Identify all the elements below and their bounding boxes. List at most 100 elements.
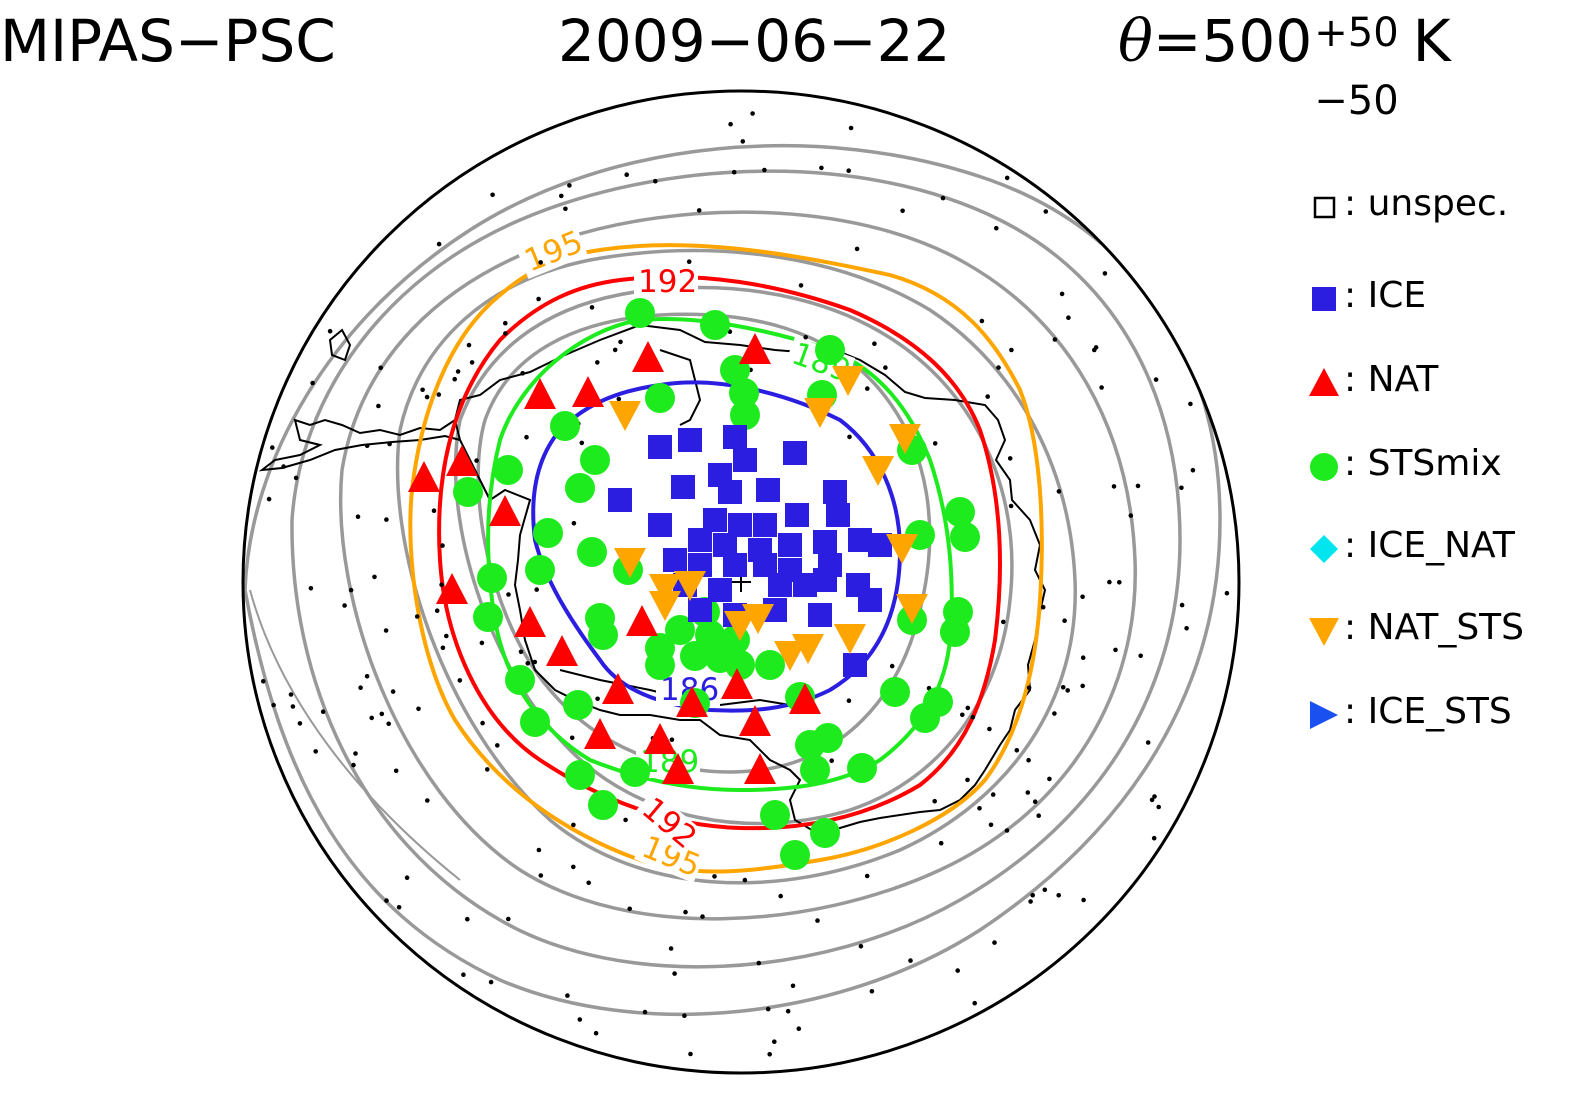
theta-minus-range: −50	[1314, 78, 1399, 124]
track-dot	[1032, 799, 1038, 804]
track-dot	[431, 508, 437, 513]
nat-sts-marker	[609, 401, 641, 431]
track-dot	[1153, 377, 1159, 382]
track-dot	[479, 640, 485, 646]
stsmix-marker	[665, 615, 695, 645]
ice-marker	[671, 475, 695, 499]
nat-marker	[789, 683, 821, 714]
nat-sts-marker	[774, 641, 806, 671]
track-dot	[742, 877, 748, 883]
track-dot	[798, 283, 804, 288]
track-dot	[390, 689, 396, 694]
ice-marker	[823, 480, 847, 504]
ice-marker	[785, 503, 809, 527]
track-dot	[972, 1000, 977, 1006]
track-dot	[683, 909, 688, 915]
track-dot	[444, 633, 449, 639]
track-dot	[1043, 209, 1049, 214]
track-dot	[829, 758, 834, 763]
track-dot	[616, 396, 622, 402]
track-dot	[1093, 345, 1099, 350]
track-dot	[762, 167, 767, 173]
legend-label-ice: : ICE	[1344, 275, 1427, 316]
track-dot	[985, 394, 990, 399]
track-dot	[1151, 835, 1157, 841]
track-dot	[815, 918, 820, 923]
track-dot	[1007, 456, 1013, 461]
track-dot	[424, 394, 430, 400]
track-dot	[297, 721, 303, 726]
track-dot	[864, 873, 870, 879]
track-dot	[1080, 594, 1085, 600]
track-dot	[364, 674, 370, 679]
track-dot	[457, 678, 463, 683]
track-dot	[994, 225, 999, 231]
track-dot	[848, 125, 854, 131]
track-dot	[559, 193, 564, 199]
track-dot	[520, 371, 525, 376]
stsmix-marker	[580, 445, 610, 475]
ice-marker	[723, 553, 747, 577]
track-dot	[803, 334, 808, 340]
track-dot	[469, 360, 475, 365]
stsmix-marker	[563, 690, 593, 720]
contour-label-bg	[633, 789, 703, 856]
track-dot	[854, 246, 860, 252]
track-dot	[1026, 757, 1031, 763]
ice-marker	[858, 588, 882, 612]
nat-marker	[739, 333, 771, 364]
stsmix-marker	[910, 703, 940, 733]
stsmix-marker	[493, 455, 523, 485]
track-dot	[750, 111, 755, 116]
ice-marker	[843, 653, 867, 677]
track-dot	[372, 574, 377, 580]
track-dot	[567, 183, 572, 188]
nat-marker	[546, 635, 578, 666]
track-dot	[439, 582, 444, 587]
track-dot	[488, 979, 494, 985]
circle-icon	[1310, 453, 1338, 481]
contour-label-192: 192	[638, 264, 697, 300]
track-dot	[579, 440, 585, 446]
track-dot	[378, 365, 384, 371]
ice-marker	[688, 598, 712, 622]
track-dot	[1179, 485, 1184, 491]
stsmix-marker	[813, 723, 843, 753]
stsmix-marker	[520, 707, 550, 737]
ice-marker	[608, 488, 632, 512]
stsmix-marker	[525, 555, 555, 585]
track-dot	[565, 993, 570, 998]
track-dot	[404, 875, 410, 880]
nat-marker	[489, 495, 521, 526]
track-dot	[669, 737, 675, 742]
track-dot	[532, 659, 538, 665]
nat-marker	[644, 723, 676, 754]
track-dot	[1008, 503, 1014, 509]
triangle-down-icon	[1309, 618, 1339, 646]
track-dot	[796, 1026, 802, 1031]
track-dot	[992, 940, 997, 945]
track-dot	[589, 305, 595, 310]
track-dot	[1138, 653, 1143, 659]
track-dot	[1080, 683, 1085, 689]
track-dot	[1188, 401, 1193, 407]
background-temperature-contours	[243, 143, 1222, 1017]
track-dot	[1025, 790, 1031, 795]
track-dot	[348, 587, 354, 593]
track-dot	[728, 121, 733, 127]
nat-marker	[524, 378, 556, 409]
stsmix-marker	[588, 790, 618, 820]
track-dot	[379, 711, 385, 717]
theta-plus-range: +50	[1314, 10, 1399, 56]
nat-sts-marker	[649, 591, 681, 621]
track-dot	[271, 702, 276, 708]
track-dot	[455, 369, 461, 374]
track-dot	[485, 767, 490, 772]
track-dot	[313, 749, 319, 754]
nat-marker	[602, 673, 634, 704]
nat-marker	[721, 668, 753, 699]
measurement-track-dots	[261, 111, 1230, 1057]
nat-marker	[436, 573, 468, 604]
track-dot	[506, 916, 511, 922]
track-dot	[396, 905, 402, 910]
